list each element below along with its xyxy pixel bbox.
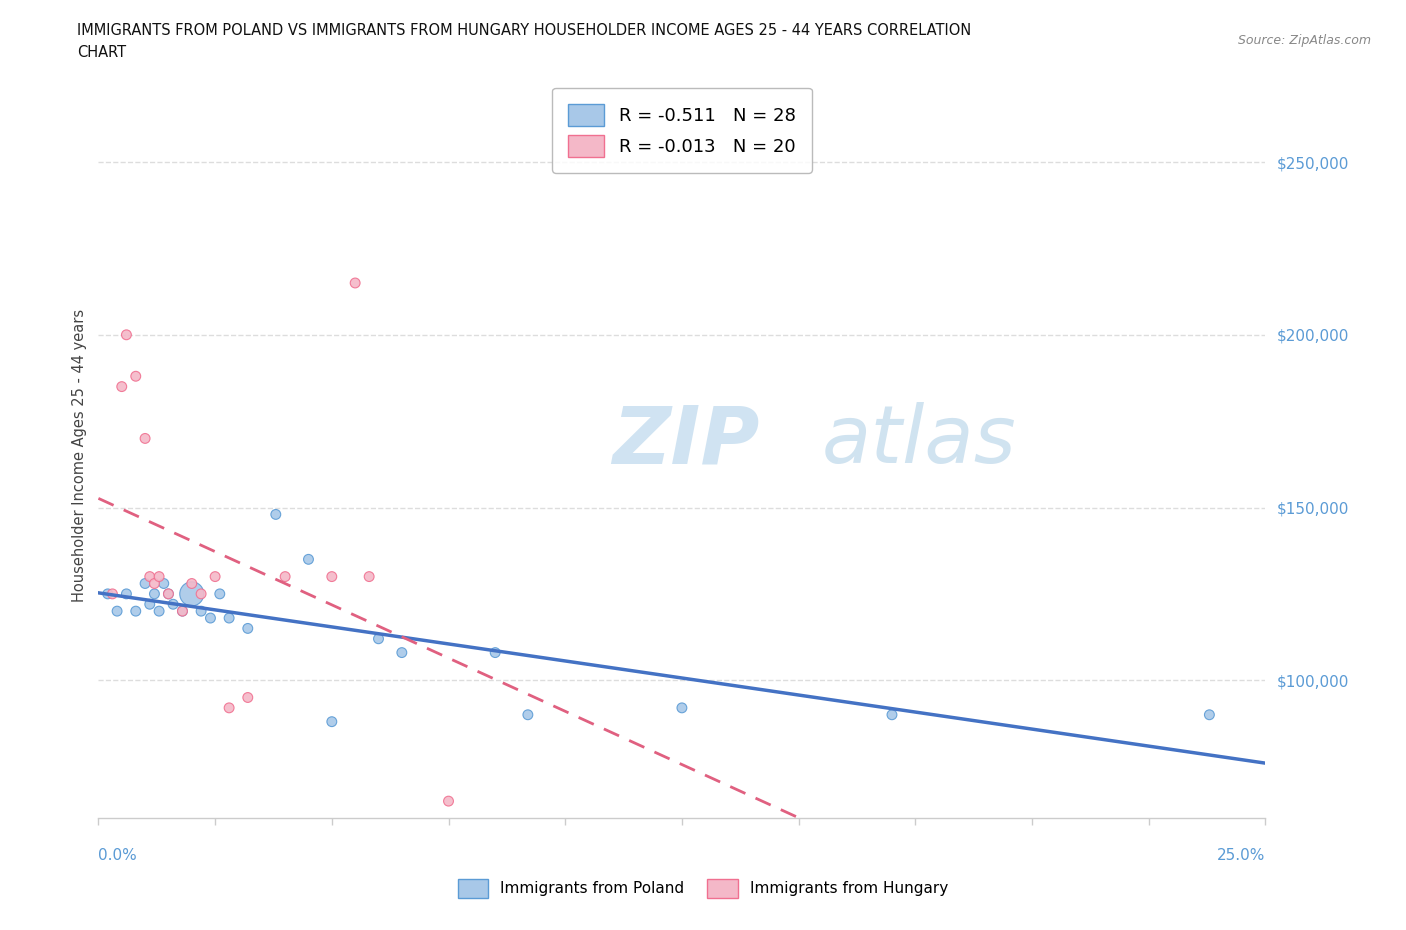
Point: [344, 275, 367, 290]
Point: [208, 587, 231, 602]
Point: [391, 645, 413, 660]
Point: [218, 611, 240, 626]
Point: [143, 587, 166, 602]
Point: [139, 569, 162, 584]
Point: [204, 569, 226, 584]
Point: [516, 708, 538, 723]
Point: [236, 690, 259, 705]
Point: [359, 569, 381, 584]
Point: [321, 569, 343, 584]
Point: [274, 569, 297, 584]
Point: [190, 604, 212, 618]
Point: [180, 587, 202, 602]
Point: [200, 611, 222, 626]
Text: Source: ZipAtlas.com: Source: ZipAtlas.com: [1237, 34, 1371, 47]
Point: [125, 604, 148, 618]
Point: [148, 604, 170, 618]
Text: IMMIGRANTS FROM POLAND VS IMMIGRANTS FROM HUNGARY HOUSEHOLDER INCOME AGES 25 - 4: IMMIGRANTS FROM POLAND VS IMMIGRANTS FRO…: [77, 23, 972, 38]
Point: [190, 587, 212, 602]
Point: [101, 587, 124, 602]
Point: [157, 587, 180, 602]
Point: [105, 604, 128, 618]
Point: [671, 700, 693, 715]
Point: [152, 576, 174, 591]
Text: ZIP: ZIP: [612, 402, 759, 480]
Legend: Immigrants from Poland, Immigrants from Hungary: Immigrants from Poland, Immigrants from …: [451, 873, 955, 904]
Point: [111, 379, 134, 394]
Point: [162, 597, 184, 612]
Point: [115, 327, 138, 342]
Point: [157, 587, 180, 602]
Point: [1198, 708, 1220, 723]
Point: [321, 714, 343, 729]
Point: [172, 604, 194, 618]
Text: 25.0%: 25.0%: [1218, 848, 1265, 863]
Point: [134, 431, 156, 445]
Point: [880, 708, 903, 723]
Point: [115, 587, 138, 602]
Point: [148, 569, 170, 584]
Legend: R = -0.511   N = 28, R = -0.013   N = 20: R = -0.511 N = 28, R = -0.013 N = 20: [553, 87, 811, 173]
Y-axis label: Householder Income Ages 25 - 44 years: Householder Income Ages 25 - 44 years: [72, 309, 87, 603]
Point: [180, 576, 202, 591]
Point: [437, 793, 460, 808]
Point: [484, 645, 506, 660]
Point: [134, 576, 156, 591]
Text: atlas: atlas: [823, 402, 1017, 480]
Point: [264, 507, 287, 522]
Point: [367, 631, 389, 646]
Point: [97, 587, 120, 602]
Point: [218, 700, 240, 715]
Point: [236, 621, 259, 636]
Point: [139, 597, 162, 612]
Text: 0.0%: 0.0%: [98, 848, 138, 863]
Point: [297, 551, 319, 566]
Point: [125, 369, 148, 384]
Point: [143, 576, 166, 591]
Point: [172, 604, 194, 618]
Text: CHART: CHART: [77, 45, 127, 60]
